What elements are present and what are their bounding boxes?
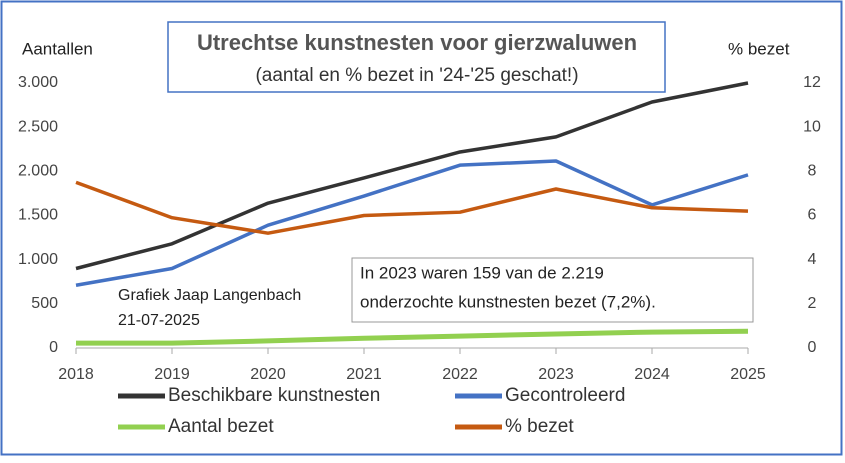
credit: Grafiek Jaap Langenbach (118, 287, 301, 304)
x-tick-label: 2023 (538, 366, 574, 383)
annotation: In 2023 waren 159 van de 2.219 (360, 263, 604, 282)
y2-tick-label: 12 (803, 74, 821, 91)
x-tick-label: 2022 (442, 366, 478, 383)
y-tick-label: 3.000 (18, 74, 58, 91)
credit: 21-07-2025 (118, 312, 200, 329)
x-tick-label: 2020 (250, 366, 286, 383)
chart-title: Utrechtse kunstnesten voor gierzwaluwen (197, 30, 637, 55)
legend-label: Gecontroleerd (505, 385, 625, 406)
y2-tick-label: 4 (808, 251, 817, 268)
y2-tick-label: 10 (803, 118, 821, 135)
y2-tick-label: 6 (808, 207, 817, 224)
y-tick-label: 1.500 (18, 207, 58, 224)
y-tick-label: 1.000 (18, 251, 58, 268)
series-line (75, 180, 749, 235)
y-tick-label: 2.500 (18, 118, 58, 135)
y2-tick-label: 2 (808, 295, 817, 312)
title-box (167, 21, 666, 93)
series-line (75, 159, 749, 288)
series-line (76, 328, 749, 346)
x-tick-label: 2024 (634, 366, 670, 383)
x-tick-label: 2025 (730, 366, 766, 383)
legend-label: % bezet (505, 416, 574, 437)
y-tick-label: 0 (49, 339, 58, 356)
annotation-box (351, 257, 754, 323)
chart-subtitle: (aantal en % bezet in '24-'25 geschat!) (255, 65, 578, 86)
y-axis-label: Aantallen (22, 39, 93, 58)
y2-axis-label: % bezet (728, 39, 790, 58)
y2-tick-label: 8 (808, 163, 817, 180)
legend-label: Beschikbare kunstnesten (168, 385, 380, 406)
y-tick-label: 2.000 (18, 163, 58, 180)
y2-tick-label: 0 (808, 339, 817, 356)
x-tick-label: 2019 (154, 366, 190, 383)
y-tick-label: 500 (31, 295, 58, 312)
x-tick-label: 2021 (346, 366, 382, 383)
x-tick-label: 2018 (58, 366, 94, 383)
annotation: onderzochte kunstnesten bezet (7,2%). (360, 292, 656, 311)
legend-label: Aantal bezet (168, 416, 274, 437)
series-line (75, 81, 749, 271)
